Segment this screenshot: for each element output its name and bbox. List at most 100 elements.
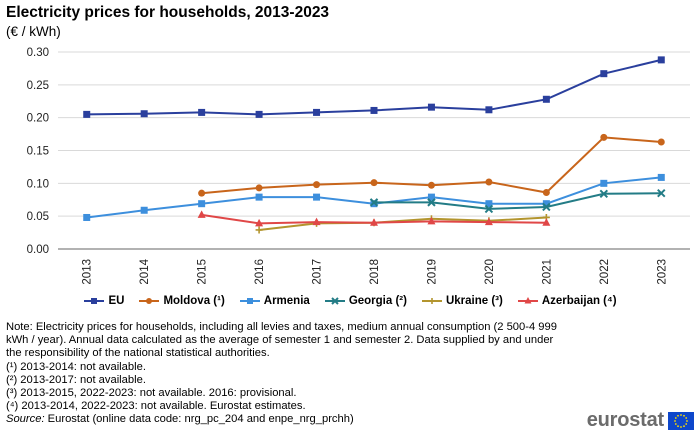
- legend-swatch: [139, 298, 160, 304]
- data-point: [198, 108, 206, 116]
- data-point: [83, 110, 91, 118]
- note-footnote-1: (¹) 2013-2014: not available.: [6, 360, 146, 373]
- eurostat-logo-wordmark: eurostat: [586, 409, 665, 431]
- note-footnote-4: (⁴) 2013-2014, 2022-2023: not available.…: [6, 400, 306, 413]
- data-point: [255, 218, 264, 227]
- legend-item-eu: EU: [83, 295, 124, 307]
- data-point: [657, 173, 665, 181]
- flag-star: [683, 414, 685, 417]
- notes-block: Note: Electricity prices for households,…: [6, 321, 566, 427]
- data-point: [657, 188, 666, 198]
- data-point: [600, 179, 608, 187]
- data-point: [542, 95, 550, 103]
- flag-star: [683, 424, 685, 427]
- note-main: Note: Electricity prices for households,…: [6, 321, 557, 360]
- data-point: [91, 298, 98, 304]
- data-point: [427, 193, 435, 201]
- legend-item-georgia: Georgia (²): [324, 295, 407, 307]
- data-point: [542, 202, 551, 212]
- legend-item-armenia: Armenia: [239, 295, 310, 307]
- series-ukraine: [255, 213, 550, 234]
- data-point: [657, 138, 665, 146]
- legend-item-ukraine: Ukraine (³): [421, 295, 503, 307]
- data-point: [313, 193, 321, 201]
- data-point: [255, 193, 263, 201]
- flag-star: [686, 419, 688, 422]
- x-tick-label: 2017: [312, 259, 324, 285]
- series-line: [86, 58, 662, 116]
- data-point: [524, 297, 532, 304]
- flag-star: [685, 422, 688, 425]
- data-point: [246, 298, 253, 304]
- data-point: [198, 200, 206, 208]
- data-point: [427, 181, 435, 189]
- data-point: [198, 189, 206, 197]
- flag-star: [674, 416, 677, 419]
- legend-label: Ukraine (³): [445, 295, 503, 307]
- series-line: [374, 192, 662, 210]
- data-point: [485, 200, 493, 208]
- data-point: [484, 204, 494, 214]
- series-moldova: [198, 133, 665, 197]
- x-tick-label: 2015: [197, 259, 209, 285]
- series-azerbaijan: [197, 210, 551, 227]
- data-point: [542, 200, 550, 208]
- x-tick-label: 2019: [426, 259, 438, 285]
- flag-star: [674, 419, 676, 422]
- legend-item-azerbaijan: Azerbaijan (⁴): [517, 295, 617, 307]
- data-point: [146, 298, 153, 304]
- data-point: [428, 298, 435, 304]
- data-point: [369, 198, 379, 207]
- data-point: [255, 226, 263, 234]
- data-point: [370, 106, 378, 114]
- data-point: [542, 189, 550, 197]
- flag-star: [680, 413, 682, 416]
- data-point: [657, 56, 665, 64]
- data-point: [312, 217, 321, 226]
- legend-label: EU: [108, 295, 125, 307]
- source-text: Eurostat (online data code: nrg_pc_204 a…: [47, 413, 354, 426]
- data-point: [313, 181, 321, 189]
- series-georgia: [369, 188, 666, 214]
- y-tick-label: 0.00: [27, 244, 49, 256]
- eurostat-logo[interactable]: eurostat: [587, 409, 694, 432]
- data-point: [485, 178, 493, 186]
- legend-label: Armenia: [263, 295, 310, 307]
- data-point: [542, 218, 551, 226]
- source-line: Source: Eurostat (online data code: nrg_…: [6, 413, 566, 426]
- legend-label: Azerbaijan (⁴): [541, 295, 617, 307]
- data-point: [140, 110, 148, 118]
- x-tick-label: 2013: [82, 259, 94, 285]
- y-tick-label: 0.20: [27, 113, 49, 125]
- x-tick-label: 2018: [369, 259, 381, 285]
- data-point: [313, 108, 321, 116]
- data-point: [484, 217, 493, 226]
- flag-background: [668, 411, 694, 430]
- y-axis-unit-label: (€ / kWh): [6, 24, 61, 39]
- legend-swatch: [421, 298, 442, 304]
- legend-swatch: [84, 298, 105, 304]
- data-point: [255, 110, 263, 118]
- y-tick-label: 0.15: [27, 146, 49, 158]
- data-point: [370, 218, 378, 226]
- data-point: [197, 210, 206, 218]
- line-chart: 0.00 0.05 0.10 0.15 0.20 0.25 0.30 2013 2014 2015…: [27, 47, 690, 285]
- data-point: [599, 189, 609, 199]
- data-point: [83, 213, 91, 221]
- flag-star: [674, 422, 677, 425]
- series-eu: [83, 56, 665, 118]
- flag-star: [685, 416, 688, 419]
- y-tick-label: 0.10: [27, 178, 49, 190]
- legend-label: Georgia (²): [348, 295, 407, 307]
- data-point: [331, 297, 339, 305]
- legend-swatch: [239, 298, 260, 304]
- x-tick-label: 2020: [484, 259, 496, 285]
- legend-item-moldova: Moldova (¹): [138, 295, 225, 307]
- source-label: Source:: [6, 413, 45, 426]
- note-footnote-3: (³) 2013-2015, 2022-2023: not available.…: [6, 387, 297, 400]
- y-tick-label: 0.30: [27, 47, 49, 59]
- chart-title: Electricity prices for households, 2013-…: [6, 4, 330, 21]
- data-point: [427, 103, 435, 111]
- data-point: [255, 184, 263, 192]
- legend-swatch: [324, 297, 345, 305]
